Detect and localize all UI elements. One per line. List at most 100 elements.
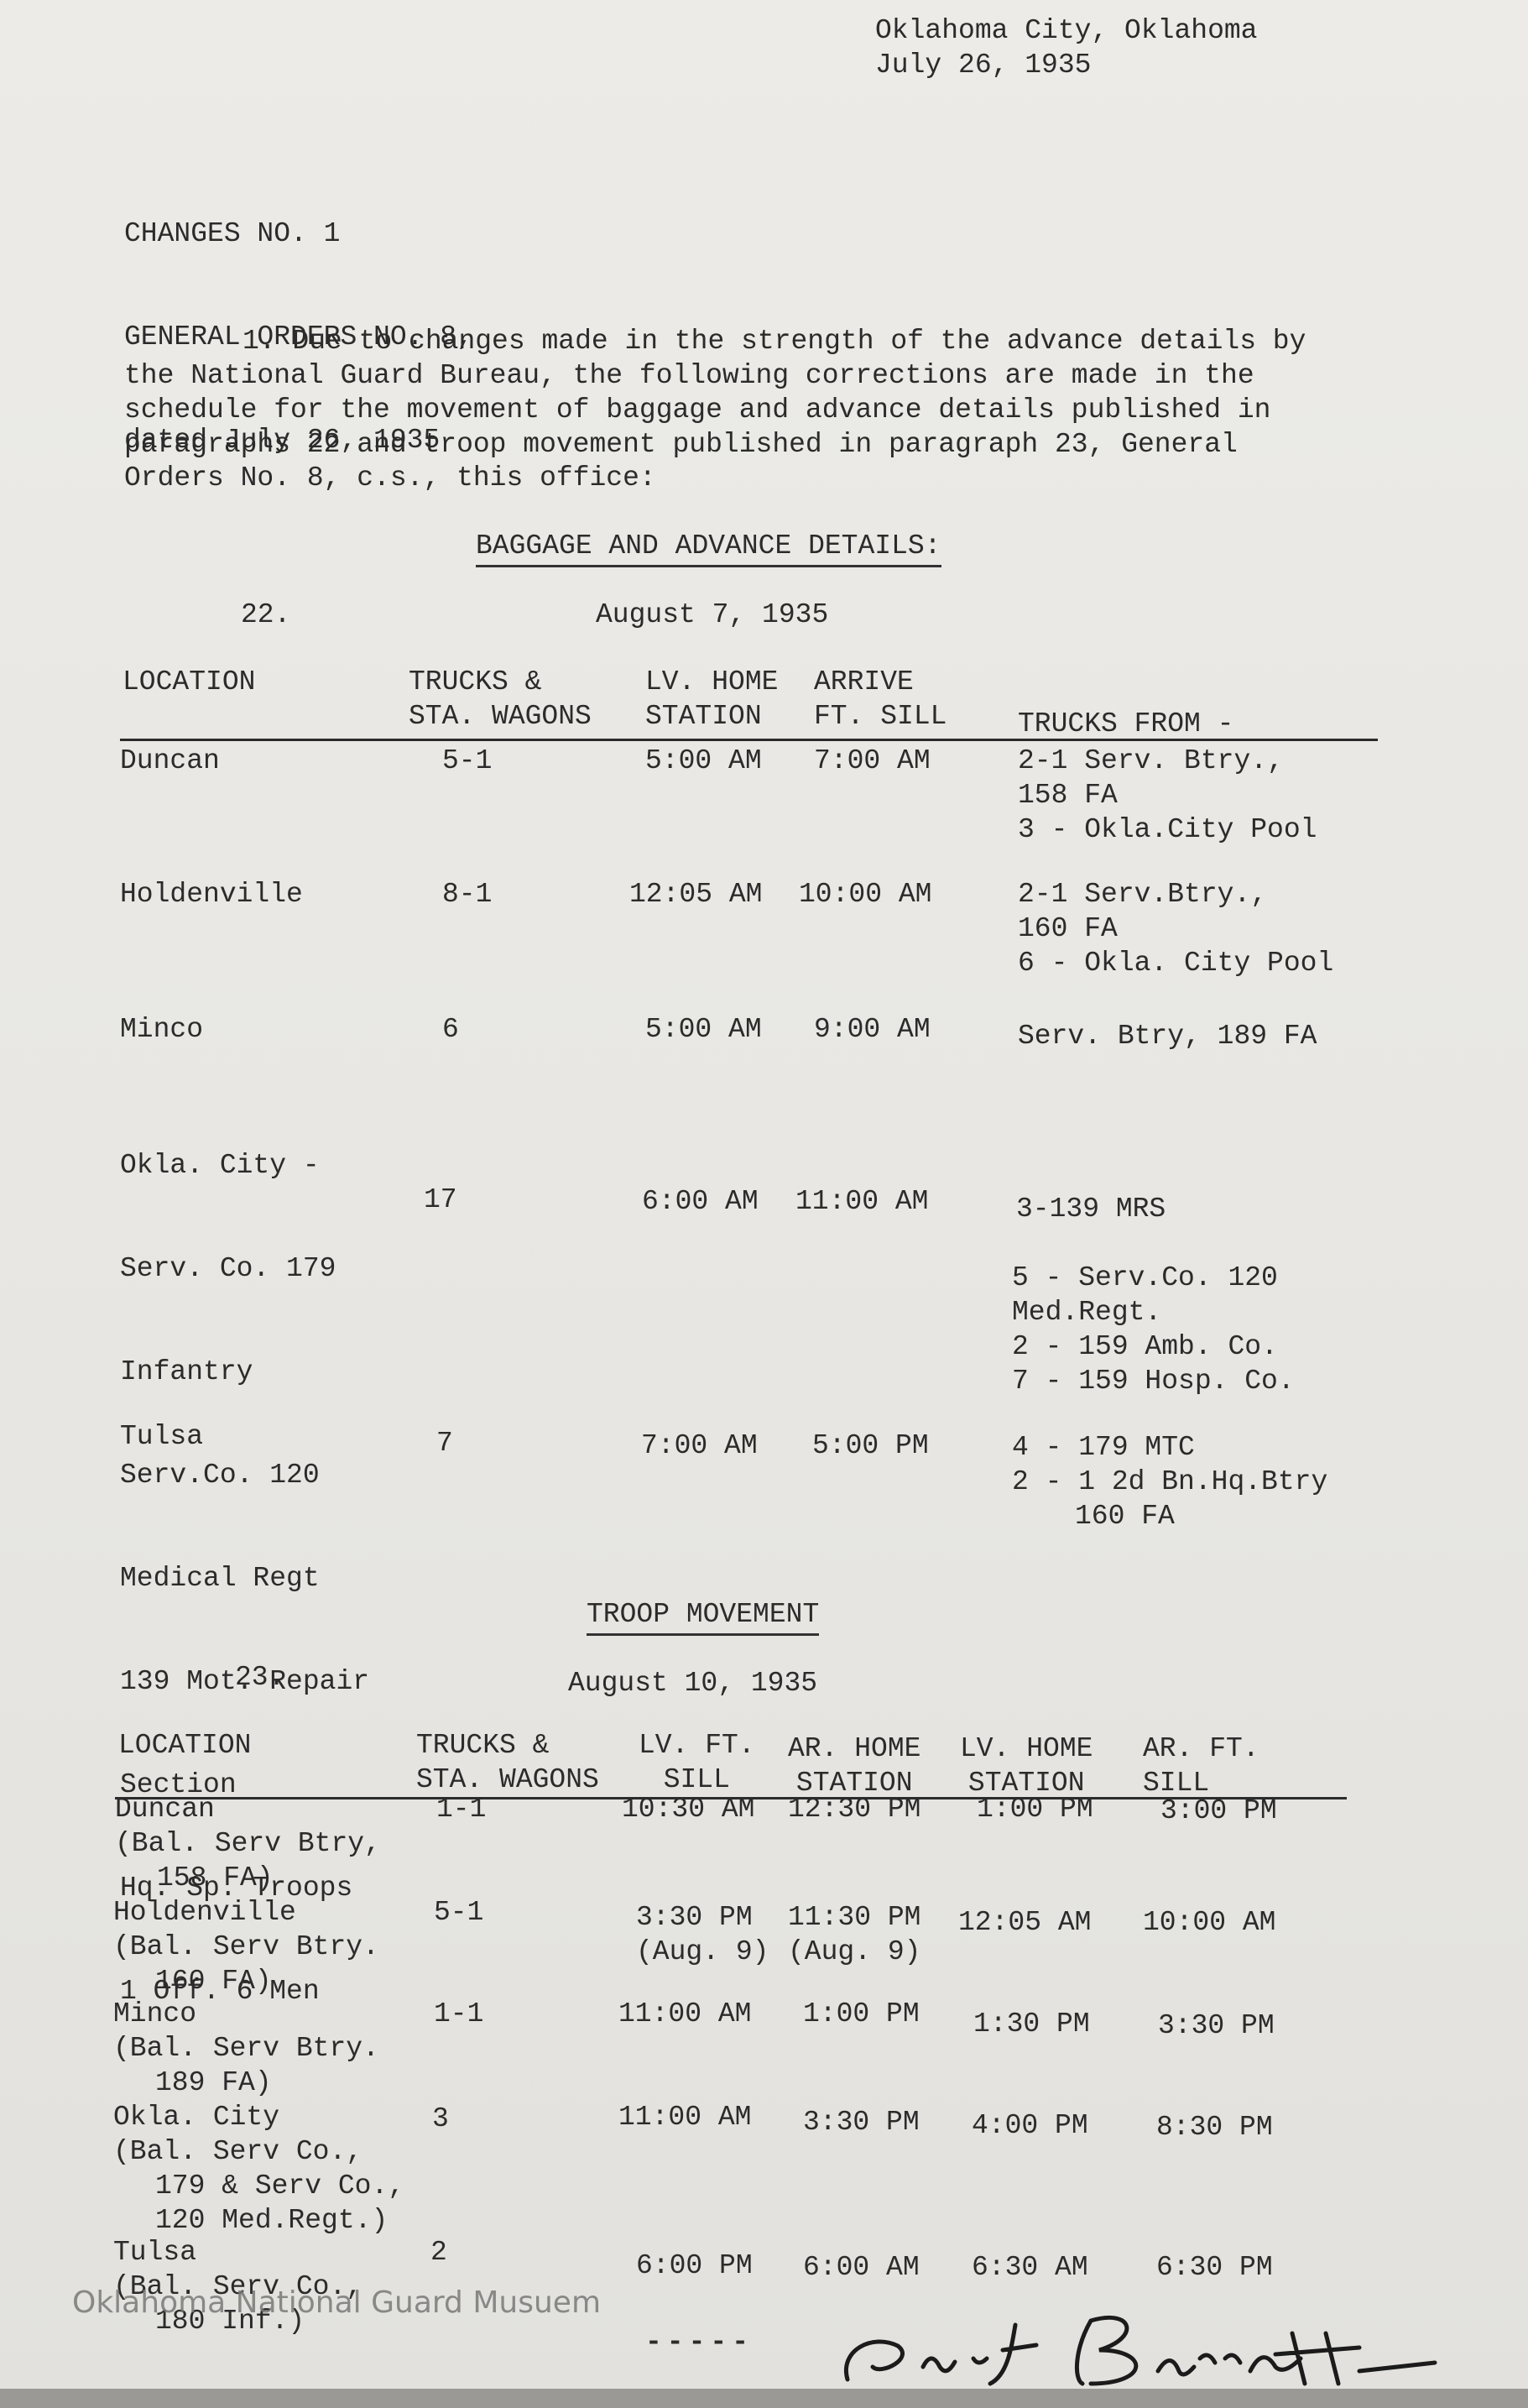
header-line: SILL xyxy=(1143,1768,1210,1799)
from-line: Serv. Btry, 189 FA xyxy=(1018,1021,1317,1052)
trucks-from: 4 - 179 MTC 2 - 1 2d Bn.Hq.Btry 160 FA xyxy=(1012,1430,1327,1533)
header-line: LV. FT. xyxy=(639,1730,755,1761)
leave-time: 5:00 AM xyxy=(645,1014,762,1045)
column-header: LOCATION xyxy=(123,665,255,699)
ar-home: 12:30 PM xyxy=(788,1792,920,1826)
arrive-time: 11:00 AM xyxy=(795,1186,929,1217)
time-line: 6:00 PM xyxy=(636,2250,753,2281)
trucks-from: Serv. Btry, 189 FA xyxy=(1018,1019,1317,1053)
location-line: (Bal. Serv Btry. xyxy=(113,2033,379,2064)
header-line: STA. WAGONS xyxy=(409,701,592,732)
date: July 26, 1935 xyxy=(875,50,1092,81)
section-title: TROOP MOVEMENT xyxy=(587,1597,820,1636)
column-header: ARRIVE FT. SILL xyxy=(814,665,947,734)
trucks: 7 xyxy=(436,1428,453,1459)
column-header: TRUCKS & STA. WAGONS xyxy=(416,1728,599,1797)
reference-line: GENERAL ORDERS NO. 8, xyxy=(124,321,473,353)
paragraph-line: Orders No. 8, c.s., this office: xyxy=(124,462,656,494)
signature xyxy=(843,2315,1437,2386)
location-line: Tulsa xyxy=(113,2237,197,2268)
location-line: Infantry xyxy=(120,1356,253,1387)
column-header: LV. HOME STATION xyxy=(645,665,778,734)
header-rule xyxy=(115,1797,1347,1799)
header-line: LV. HOME xyxy=(960,1733,1093,1764)
column-header: LOCATION xyxy=(118,1728,251,1763)
time-line: 3:30 PM xyxy=(636,1902,753,1933)
lv-ft-sill: 10:30 AM xyxy=(622,1792,754,1826)
column-header: AR. FT. SILL xyxy=(1143,1732,1259,1800)
paragraph-number: 23. xyxy=(235,1662,285,1693)
location-line: (Bal. Serv Btry, xyxy=(115,1828,381,1859)
trucks-from: 2-1 Serv. Btry., 158 FA 3 - Okla.City Pool xyxy=(1018,744,1317,847)
lv-home: 6:30 AM xyxy=(972,2252,1088,2283)
paragraph-line: schedule for the movement of baggage and… xyxy=(124,394,1271,426)
time-line: (Aug. 9) xyxy=(636,1936,769,1967)
location-line: 1 Off. 6 Men xyxy=(120,1976,320,2007)
header-line: ARRIVE xyxy=(814,666,914,697)
from-line: 3 - Okla.City Pool xyxy=(1018,814,1317,845)
from-line: 158 FA xyxy=(1018,780,1118,811)
location-line: 160 FA) xyxy=(155,1966,272,1997)
location-line: (Bal. Serv Co., xyxy=(113,2271,363,2302)
location-line: Holdenville xyxy=(113,1897,296,1928)
from-line: 160 FA xyxy=(1018,913,1118,944)
header-line: LV. HOME xyxy=(645,666,779,697)
trucks: 1-1 xyxy=(436,1794,487,1825)
reference-line: dated July 26, 1935 xyxy=(124,425,441,456)
header-rule xyxy=(120,739,1378,741)
ar-home: 3:30 PM xyxy=(803,2105,920,2139)
trucks: 1-1 xyxy=(434,1998,484,2029)
from-line: 2-1 Serv. Btry., xyxy=(1018,745,1284,776)
ar-home: 6:00 AM xyxy=(803,2250,920,2285)
lv-home: 1:00 PM xyxy=(977,1794,1093,1825)
section-date: August 7, 1935 xyxy=(596,599,829,630)
location-line: 158 FA) xyxy=(157,1862,274,1893)
header-line: STATION xyxy=(795,1768,913,1799)
ar-ft-sill: 6:30 PM xyxy=(1156,2252,1273,2283)
from-line: 2-1 Serv.Btry., xyxy=(1018,879,1268,910)
trucks: 3 xyxy=(432,2103,449,2134)
trucks: 5-1 xyxy=(442,745,493,776)
arrive-time: 5:00 PM xyxy=(812,1430,929,1461)
leave-time: 12:05 AM xyxy=(629,879,763,910)
header-line: TRUCKS & xyxy=(416,1730,550,1761)
reference: CHANGES NO. 1 GENERAL ORDERS NO. 8, date… xyxy=(124,148,473,492)
lv-ft-sill: 3:30 PM (Aug. 9) xyxy=(636,1900,769,1969)
location: Holdenville (Bal. Serv Btry. 160 FA) xyxy=(113,1895,379,1998)
lv-ft-sill: 11:00 AM xyxy=(618,2100,751,2134)
location: Duncan xyxy=(120,745,220,776)
location-line: 189 FA) xyxy=(155,2067,272,2098)
paragraph-number: 22. xyxy=(241,599,291,630)
trucks: 6 xyxy=(442,1014,459,1045)
column-header: AR. HOME STATION xyxy=(788,1732,920,1800)
location-line: Serv. Co. 179 xyxy=(120,1253,336,1284)
ar-home: 1:00 PM xyxy=(803,1997,920,2031)
location-line: Minco xyxy=(113,1998,197,2029)
location: Holdenville xyxy=(120,879,303,910)
trucks: 17 xyxy=(424,1184,457,1215)
section-date: August 10, 1935 xyxy=(568,1668,818,1699)
arrive-time: 9:00 AM xyxy=(814,1014,931,1045)
location-line: Hq. Sp. Troops xyxy=(120,1873,353,1904)
location: Duncan (Bal. Serv Btry, 158 FA) xyxy=(115,1792,381,1895)
from-line: 4 - 179 MTC xyxy=(1012,1432,1195,1463)
time-line: (Aug. 9) xyxy=(788,1936,921,1967)
column-header: TRUCKS & STA. WAGONS xyxy=(409,665,592,734)
location: Okla. City - Serv. Co. 179 Infantry Serv… xyxy=(120,1079,369,2043)
ar-ft-sill: 3:00 PM xyxy=(1160,1795,1277,1826)
trucks-from: 2-1 Serv.Btry., 160 FA 6 - Okla. City Pool xyxy=(1018,877,1333,980)
from-line: 3-139 MRS xyxy=(1016,1194,1166,1225)
lv-ft-sill: 6:00 PM xyxy=(636,2249,753,2283)
header-line: TRUCKS & xyxy=(409,666,542,697)
leave-time: 7:00 AM xyxy=(641,1430,758,1461)
time-line: 12:30 PM xyxy=(788,1794,921,1825)
lv-home: 1:30 PM xyxy=(973,2008,1090,2040)
time-line: 10:30 AM xyxy=(622,1794,755,1825)
paragraph-line: 1. Due to changes made in the strength o… xyxy=(242,326,1306,357)
header-line: STATION xyxy=(967,1768,1085,1799)
leave-time: 5:00 AM xyxy=(645,745,762,776)
location-line: 139 Mot. Repair xyxy=(120,1666,370,1697)
from-line: 6 - Okla. City Pool xyxy=(1018,948,1334,979)
